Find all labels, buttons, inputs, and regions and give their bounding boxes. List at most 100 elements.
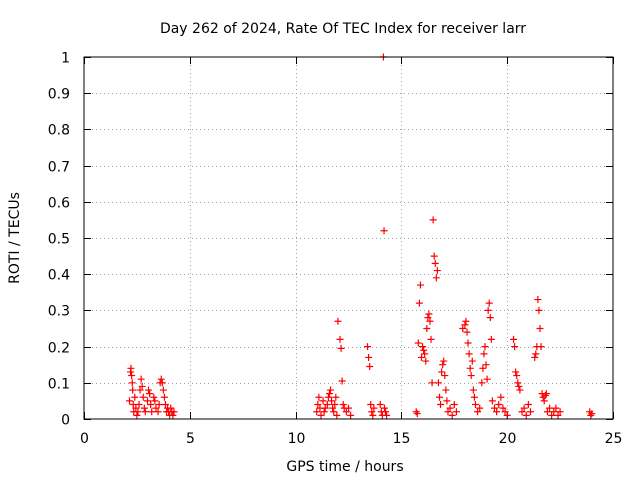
data-point [556,408,564,416]
data-point [323,401,331,409]
data-point [422,357,430,365]
data-point [133,411,141,419]
data-point [474,408,482,416]
data-point [493,408,501,416]
data-point [485,299,493,307]
data-point [503,411,511,419]
data-points [125,53,596,419]
data-point [467,372,475,380]
data-point [435,393,443,401]
data-point [317,411,325,419]
data-point [132,404,140,412]
data-point [542,390,550,398]
y-tick-label: 0.6 [48,196,70,212]
data-point [439,361,447,369]
data-point [481,343,489,351]
data-point [131,393,139,401]
data-point [511,343,519,351]
data-point [147,401,155,409]
x-tick-label: 25 [605,431,623,447]
data-point [488,397,496,405]
data-point [491,404,499,412]
y-tick-label: 0.3 [48,304,70,320]
data-point [495,401,503,409]
data-point [480,350,488,358]
data-point [333,411,341,419]
data-point [548,411,556,419]
data-point [152,404,160,412]
data-point [438,368,446,376]
data-point [526,408,534,416]
data-point [443,397,451,405]
data-point [125,397,133,405]
data-point [452,408,460,416]
data-point [159,386,167,394]
data-point [380,227,388,235]
data-point [535,306,543,314]
data-point [427,335,435,343]
y-tick-label: 0 [61,413,70,429]
x-tick-label: 5 [186,431,195,447]
data-point [413,410,421,418]
data-point [365,353,373,361]
data-point [487,335,495,343]
data-point [145,386,153,394]
data-point [420,346,428,354]
y-tick-label: 0.9 [48,87,70,103]
data-point [510,335,518,343]
data-point [465,350,473,358]
y-tick-label: 0.2 [48,341,70,357]
data-point [552,404,560,412]
data-point [534,296,542,304]
data-point [155,401,163,409]
data-point [514,379,522,387]
data-point [554,411,562,419]
data-point [134,408,142,416]
data-point [466,364,474,372]
data-point [546,404,554,412]
data-point [459,325,467,332]
data-point [334,317,342,325]
data-point [437,401,445,409]
data-point [364,343,372,351]
data-point [330,408,338,416]
data-point [520,404,528,412]
data-point [347,411,355,419]
data-point [321,404,329,412]
data-point [328,397,336,405]
data-point [423,325,431,332]
data-point [469,386,477,394]
data-point [138,382,146,390]
data-point [368,408,376,416]
data-point [463,328,471,336]
data-point [476,404,484,412]
y-axis-label: ROTI / TECUs [7,192,23,284]
data-point [160,393,168,401]
data-point [522,411,530,419]
data-point [499,404,507,412]
data-point [338,377,346,385]
data-point [518,408,526,416]
data-point [416,281,424,289]
data-point [383,411,391,419]
data-point [516,386,524,394]
x-tick-label: 15 [393,431,411,447]
data-point [448,411,456,419]
data-point [158,379,166,387]
data-point [543,408,551,416]
data-point [128,379,136,387]
data-point [432,274,440,282]
data-point [135,401,143,409]
chart-title: Day 262 of 2024, Rate Of TEC Index for r… [160,21,526,37]
data-point [430,252,438,260]
data-point [370,404,378,412]
data-point [418,353,426,361]
y-tick-label: 0.1 [48,377,70,393]
data-point [588,410,596,418]
data-point [315,393,323,401]
data-point [325,390,333,398]
data-point [167,404,175,412]
data-point [419,343,427,351]
data-point [337,344,345,352]
data-point [446,404,454,412]
